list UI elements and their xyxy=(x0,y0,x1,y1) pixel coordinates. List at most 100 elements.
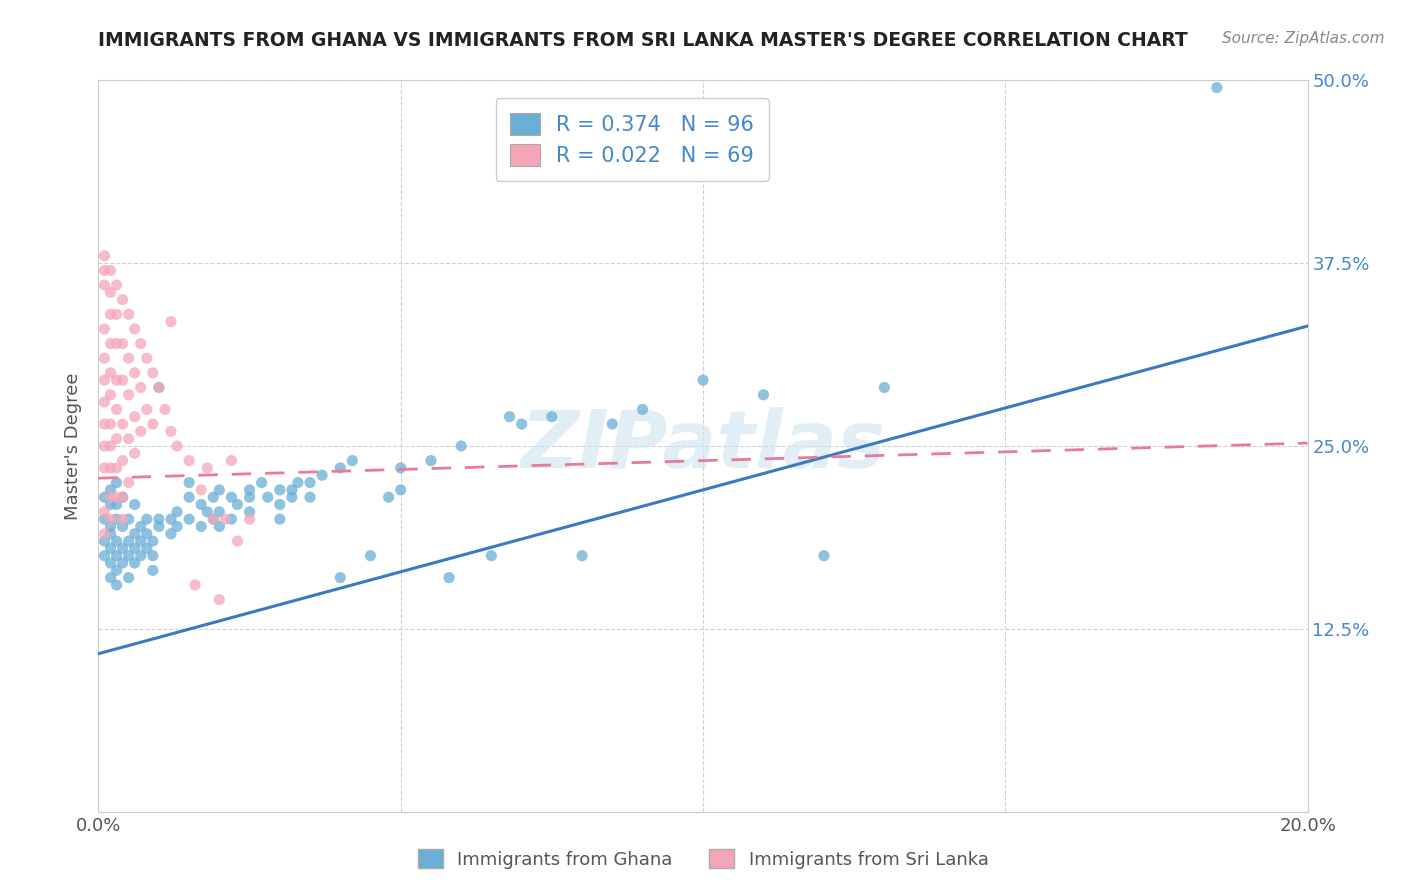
Point xyxy=(269,483,291,497)
Point xyxy=(124,409,146,424)
Point xyxy=(105,512,128,526)
Point xyxy=(105,307,128,321)
Point xyxy=(105,278,128,293)
Point xyxy=(179,490,201,504)
Point xyxy=(93,278,115,293)
Point xyxy=(226,534,249,549)
Point xyxy=(100,512,122,526)
Point xyxy=(208,505,231,519)
Point xyxy=(208,592,231,607)
Point xyxy=(129,425,152,439)
Point xyxy=(93,526,115,541)
Point xyxy=(111,453,134,467)
Point xyxy=(142,563,165,577)
Y-axis label: Master's Degree: Master's Degree xyxy=(65,372,83,520)
Point xyxy=(111,512,134,526)
Point xyxy=(100,439,122,453)
Point xyxy=(142,549,165,563)
Point xyxy=(214,512,236,526)
Point xyxy=(148,380,170,394)
Point xyxy=(100,519,122,533)
Point xyxy=(118,571,141,585)
Point xyxy=(111,556,134,570)
Point xyxy=(100,336,122,351)
Point xyxy=(105,336,128,351)
Point xyxy=(135,512,157,526)
Point xyxy=(752,388,775,402)
Point xyxy=(124,498,146,512)
Point xyxy=(111,519,134,533)
Point xyxy=(631,402,654,417)
Point xyxy=(93,490,115,504)
Point xyxy=(129,380,152,394)
Point xyxy=(239,490,262,504)
Point xyxy=(105,402,128,417)
Point xyxy=(111,490,134,504)
Point xyxy=(93,549,115,563)
Point xyxy=(105,498,128,512)
Point xyxy=(179,512,201,526)
Point xyxy=(111,336,134,351)
Point xyxy=(93,249,115,263)
Point xyxy=(239,505,262,519)
Point xyxy=(135,526,157,541)
Point xyxy=(166,519,188,533)
Point xyxy=(100,490,122,504)
Legend: R = 0.374   N = 96, R = 0.022   N = 69: R = 0.374 N = 96, R = 0.022 N = 69 xyxy=(496,98,769,181)
Point xyxy=(129,519,152,533)
Point xyxy=(160,512,183,526)
Point xyxy=(360,549,382,563)
Point xyxy=(124,366,146,380)
Point xyxy=(105,475,128,490)
Point xyxy=(100,366,122,380)
Point xyxy=(142,366,165,380)
Point xyxy=(281,490,304,504)
Point xyxy=(118,549,141,563)
Point xyxy=(93,263,115,277)
Text: IMMIGRANTS FROM GHANA VS IMMIGRANTS FROM SRI LANKA MASTER'S DEGREE CORRELATION C: IMMIGRANTS FROM GHANA VS IMMIGRANTS FROM… xyxy=(98,31,1188,50)
Point xyxy=(148,380,170,394)
Point xyxy=(100,483,122,497)
Point xyxy=(1206,80,1229,95)
Point xyxy=(100,498,122,512)
Point xyxy=(142,417,165,431)
Point xyxy=(105,563,128,577)
Point xyxy=(329,571,352,585)
Point xyxy=(118,307,141,321)
Point xyxy=(256,490,278,504)
Point xyxy=(111,541,134,556)
Point xyxy=(100,417,122,431)
Point xyxy=(221,453,243,467)
Point xyxy=(93,351,115,366)
Point xyxy=(250,475,273,490)
Point xyxy=(111,490,134,504)
Point xyxy=(184,578,207,592)
Point xyxy=(813,549,835,563)
Point xyxy=(124,556,146,570)
Point xyxy=(208,483,231,497)
Point xyxy=(195,505,218,519)
Point xyxy=(160,526,183,541)
Point xyxy=(111,373,134,387)
Point xyxy=(873,380,896,394)
Point xyxy=(100,307,122,321)
Point xyxy=(153,402,176,417)
Point xyxy=(160,315,183,329)
Point xyxy=(160,425,183,439)
Point xyxy=(100,526,122,541)
Point xyxy=(692,373,714,387)
Point xyxy=(239,512,262,526)
Point xyxy=(129,549,152,563)
Point xyxy=(111,417,134,431)
Point xyxy=(118,534,141,549)
Point xyxy=(299,475,322,490)
Point xyxy=(105,490,128,504)
Point xyxy=(135,541,157,556)
Point xyxy=(135,351,157,366)
Point xyxy=(105,461,128,475)
Point xyxy=(190,498,212,512)
Point xyxy=(93,395,115,409)
Point xyxy=(342,453,364,467)
Point xyxy=(148,519,170,533)
Legend: Immigrants from Ghana, Immigrants from Sri Lanka: Immigrants from Ghana, Immigrants from S… xyxy=(411,842,995,876)
